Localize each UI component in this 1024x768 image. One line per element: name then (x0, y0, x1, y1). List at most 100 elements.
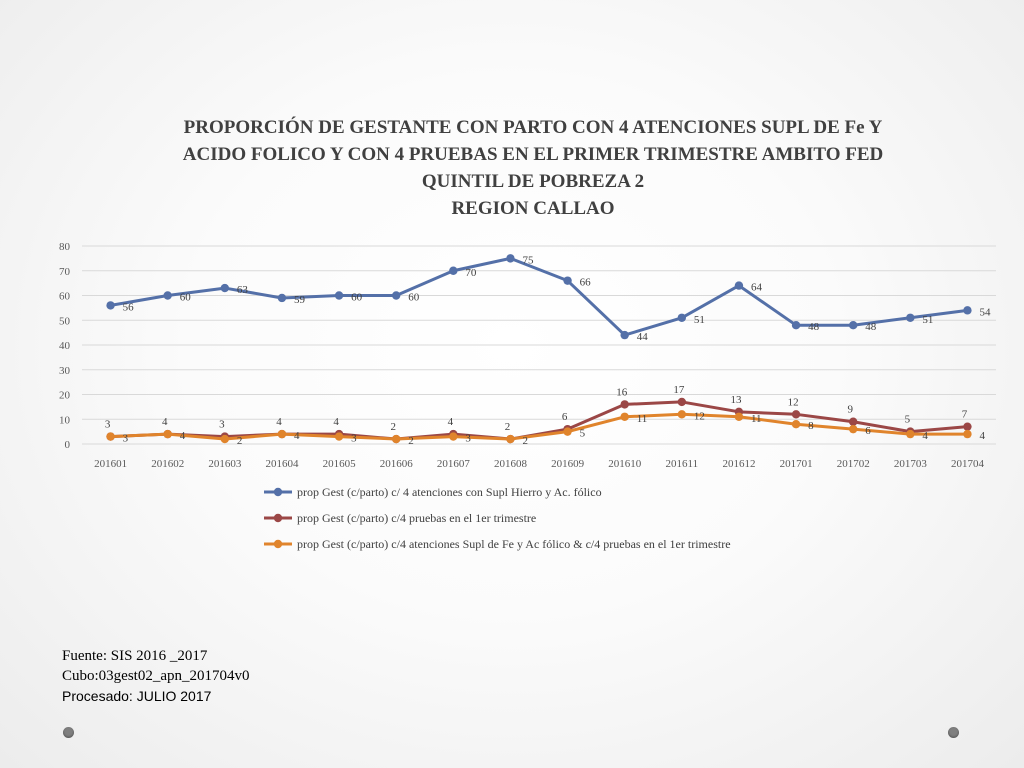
data-point (620, 330, 629, 340)
data-point (677, 397, 687, 407)
series-line (110, 256, 968, 337)
data-point (677, 410, 687, 419)
data-point (791, 410, 801, 419)
data-label: 2 (408, 435, 414, 447)
data-label: 48 (865, 321, 877, 333)
chart-title-line: PROPORCIÓN DE GESTANTE CON PARTO CON 4 A… (184, 116, 883, 138)
data-label: 2 (522, 435, 528, 447)
legend-marker (273, 513, 283, 523)
y-tick-label: 80 (59, 241, 71, 253)
y-tick-label: 0 (65, 439, 71, 451)
data-label: 6 (865, 425, 871, 437)
x-tick-label: 201610 (608, 458, 642, 470)
data-label: 3 (465, 433, 471, 445)
data-label: 4 (294, 430, 300, 442)
data-label: 70 (465, 267, 477, 279)
data-point (963, 422, 972, 431)
data-label: 66 (580, 277, 592, 289)
data-label: 64 (751, 282, 763, 294)
data-point (163, 291, 172, 300)
x-tick-label: 201702 (837, 458, 870, 470)
y-tick-label: 50 (59, 315, 71, 327)
legend-label: prop Gest (c/parto) c/ 4 atenciones con … (297, 485, 602, 499)
data-point (620, 412, 629, 421)
data-point (449, 266, 458, 275)
data-point (677, 313, 687, 322)
x-tick-label: 201611 (666, 458, 699, 470)
y-tick-label: 10 (59, 414, 71, 426)
data-label: 4 (448, 416, 454, 428)
data-label: 13 (730, 394, 742, 406)
series-line (110, 400, 968, 441)
data-point (220, 283, 230, 293)
data-label: 4 (276, 416, 282, 428)
data-label: 6 (562, 411, 568, 423)
x-tick-label: 201603 (208, 458, 242, 470)
data-label: 4 (162, 416, 168, 428)
legend-label: prop Gest (c/parto) c/4 pruebas en el 1e… (297, 511, 536, 525)
x-axis-ticks: 201601 201602 201603 201604 201605 201606 2016… (94, 458, 984, 470)
x-tick-label: 201606 (380, 458, 414, 470)
chart-legend: prop Gest (c/parto) c/ 4 atenciones con … (264, 485, 731, 551)
data-point (277, 429, 287, 439)
data-label: 48 (808, 321, 820, 333)
data-label: 2 (390, 421, 396, 433)
y-tick-label: 30 (59, 365, 71, 377)
data-point (563, 427, 572, 436)
series-line (110, 412, 968, 441)
data-point (963, 306, 972, 315)
data-point (220, 434, 230, 444)
x-tick-label: 201601 (94, 458, 127, 470)
chart-gridlines (82, 245, 996, 445)
data-label: 56 (123, 301, 135, 313)
chart-title-line: ACIDO FOLICO Y CON 4 PRUEBAS EN EL PRIME… (183, 144, 883, 165)
y-axis-ticks: 0 10 20 30 40 50 60 70 80 (59, 241, 71, 451)
chart-title-line: REGION CALLAO (451, 198, 614, 219)
data-label: 63 (237, 284, 249, 296)
x-tick-label: 201604 (265, 458, 299, 470)
data-label: 75 (522, 254, 534, 266)
data-point (734, 281, 744, 290)
legend-marker (273, 487, 283, 497)
data-label: 2 (237, 435, 243, 447)
source-note: Fuente: SIS 2016 _2017 Cubo:03gest02_apn… (62, 646, 250, 706)
data-label: 12 (694, 410, 705, 422)
data-point (563, 276, 572, 285)
data-point (506, 254, 515, 263)
x-tick-label: 201701 (780, 458, 813, 470)
x-tick-label: 201608 (494, 458, 528, 470)
x-tick-label: 201612 (722, 458, 755, 470)
data-point (848, 417, 858, 426)
processed-line: Procesado: JULIO 2017 (62, 688, 212, 704)
data-point (734, 412, 744, 421)
data-label: 60 (351, 292, 363, 304)
chart-title: PROPORCIÓN DE GESTANTE CON PARTO CON 4 A… (183, 116, 883, 219)
data-label: 4 (180, 430, 186, 442)
data-point (334, 291, 344, 300)
legend-marker (273, 539, 283, 549)
data-label: 4 (333, 416, 339, 428)
data-label: 60 (180, 292, 192, 304)
data-point (848, 424, 858, 434)
data-label: 3 (123, 433, 129, 445)
data-point (391, 434, 401, 444)
data-point (906, 429, 915, 439)
chart-series (106, 254, 972, 444)
data-point (848, 321, 858, 330)
data-label: 51 (694, 314, 705, 326)
data-label: 3 (105, 419, 111, 431)
data-point (106, 301, 115, 310)
x-tick-label: 201609 (551, 458, 585, 470)
data-point (391, 291, 401, 300)
data-label: 51 (922, 314, 933, 326)
data-label: 11 (751, 413, 762, 425)
data-label: 8 (808, 420, 814, 432)
data-point (791, 321, 801, 330)
y-tick-label: 70 (59, 266, 71, 278)
data-point (963, 429, 972, 439)
data-label: 3 (351, 433, 357, 445)
data-label: 7 (962, 409, 968, 421)
data-label: 59 (294, 294, 306, 306)
x-tick-label: 201607 (437, 458, 471, 470)
